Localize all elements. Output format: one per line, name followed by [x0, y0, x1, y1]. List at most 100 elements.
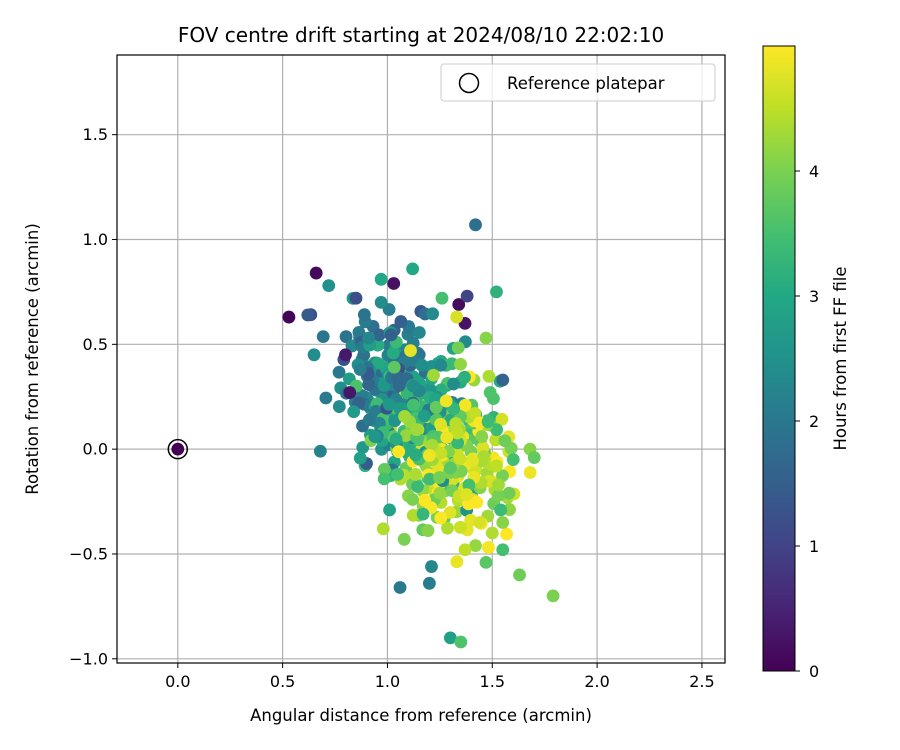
scatter-point — [392, 445, 406, 459]
scatter-point — [439, 394, 453, 408]
scatter-point — [390, 371, 404, 384]
y-tick-label: 1.5 — [83, 125, 108, 144]
scatter-point — [460, 488, 473, 502]
scatter-point — [339, 348, 352, 362]
scatter-point — [386, 346, 400, 360]
scatter-point — [434, 446, 448, 460]
scatter-point — [377, 379, 391, 392]
colorbar-gradient — [762, 45, 796, 672]
y-axis-label: Rotation from reference (arcmin) — [23, 223, 42, 495]
scatter-point — [447, 377, 460, 391]
x-tick-label: 0.0 — [165, 672, 190, 691]
scatter-point — [339, 330, 353, 344]
scatter-point — [492, 478, 505, 492]
scatter-point — [362, 331, 375, 345]
scatter-point — [451, 341, 465, 355]
scatter-point — [496, 516, 510, 529]
legend-entry-reference: Reference platepar — [507, 74, 665, 93]
scatter-point — [417, 409, 431, 423]
scatter-point — [450, 426, 464, 440]
colorbar-label: Hours from first FF file — [831, 266, 850, 450]
scatter-point — [416, 507, 430, 521]
colorbar-tick-label: 3 — [809, 287, 819, 306]
scatter-point — [389, 432, 403, 446]
legend-frame — [440, 63, 716, 102]
scatter-point — [399, 429, 413, 442]
scatter-points — [167, 218, 560, 649]
scatter-point — [443, 631, 457, 645]
scatter-point — [523, 466, 537, 479]
scatter-point — [490, 285, 503, 299]
scatter-point — [492, 488, 506, 502]
scatter-point — [313, 444, 327, 458]
scatter-point — [406, 508, 420, 522]
legend: Reference platepar — [440, 63, 716, 102]
x-tick-label: 1.5 — [480, 672, 505, 691]
scatter-point — [332, 400, 346, 413]
scatter-point — [422, 449, 436, 462]
scatter-point — [376, 522, 390, 536]
scatter-point — [475, 454, 489, 468]
scatter-point — [460, 289, 474, 303]
chart-title: FOV centre drift starting at 2024/08/10 … — [178, 23, 664, 47]
scatter-point — [322, 279, 336, 293]
x-tick-label: 2.0 — [584, 672, 609, 691]
scatter-point — [527, 451, 541, 464]
scatter-point — [475, 430, 489, 443]
scatter-point — [411, 480, 424, 493]
scatter-point — [546, 589, 560, 603]
scatter-point — [171, 442, 185, 456]
x-tick-label: 1.0 — [375, 672, 400, 691]
scatter-point — [429, 400, 443, 414]
y-tick-label: 0.5 — [83, 335, 108, 354]
scatter-point — [494, 503, 508, 517]
scatter-point — [319, 391, 333, 405]
scatter-point — [469, 218, 482, 232]
scatter-point — [434, 511, 448, 525]
scatter-point — [353, 363, 367, 376]
scatter-point — [412, 326, 426, 339]
scatter-point — [404, 344, 417, 358]
scatter-point — [458, 398, 472, 412]
scatter-point — [449, 417, 463, 430]
plot-frame — [116, 54, 726, 664]
scatter-point — [368, 430, 382, 443]
scatter-point — [490, 423, 504, 437]
scatter-point — [433, 486, 447, 500]
scatter-point — [301, 308, 315, 322]
scatter-point — [454, 357, 467, 371]
scatter-point — [453, 520, 467, 534]
scatter-point — [363, 413, 376, 427]
scatter-point — [458, 370, 471, 384]
scatter-point — [473, 516, 487, 529]
colorbar-tick-label: 0 — [809, 662, 819, 681]
scatter-point — [410, 423, 423, 437]
scatter-point — [434, 417, 447, 431]
scatter-point — [409, 468, 422, 481]
scatter-point — [383, 503, 396, 517]
axes-frame — [116, 54, 726, 664]
scatter-point — [384, 328, 398, 342]
scatter-point — [406, 379, 420, 393]
scatter-point — [393, 581, 407, 594]
scatter-point — [483, 386, 497, 399]
scatter-point — [427, 368, 440, 382]
scatter-point — [418, 493, 432, 507]
scatter-point — [343, 386, 357, 399]
x-tick-label: 0.5 — [270, 672, 295, 691]
scatter-point — [372, 328, 386, 342]
axis-ticks: 0.0 0.5 1.0 1.5 2.0 2.5 −1.0 −0.5 0.0 0.5 1.0 1.5 — [69, 125, 715, 691]
scatter-point — [374, 272, 388, 286]
scatter-point — [423, 472, 437, 486]
scatter-point — [349, 291, 363, 305]
scatter-point — [382, 398, 396, 411]
scatter-point — [347, 405, 361, 419]
scatter-point — [332, 365, 346, 379]
scatter-point — [362, 378, 376, 391]
colorbar-tick-label: 2 — [809, 412, 819, 431]
scatter-point — [470, 495, 484, 509]
scatter-point — [469, 539, 482, 552]
scatter-point — [479, 331, 493, 345]
scatter-point — [485, 526, 499, 540]
